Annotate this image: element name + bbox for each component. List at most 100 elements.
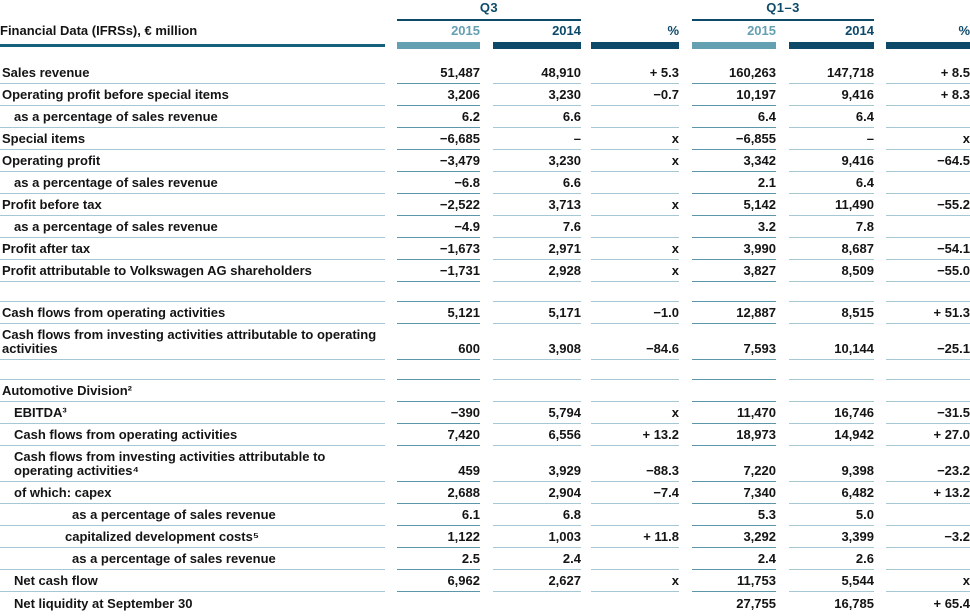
header-bars [0, 42, 970, 49]
value-cell: + 13.2 [591, 424, 679, 446]
value-cell: −84.6 [591, 324, 679, 360]
value-cell: – [789, 128, 874, 150]
value-cell: 3.2 [692, 216, 776, 238]
row-label: as a percentage of sales revenue [0, 216, 385, 238]
row-label: Cash flows from investing activities att… [0, 324, 385, 360]
value-cell: 2,928 [493, 260, 581, 282]
table-row: EBITDA³ −390 5,794 x 11,470 16,746 −31.5 [0, 402, 970, 424]
value-cell: 5.0 [789, 504, 874, 526]
table-row: Cash flows from investing activities att… [0, 446, 970, 482]
value-cell [397, 360, 480, 380]
table-title: Financial Data (IFRSs), € million [0, 23, 198, 38]
value-cell: 16,785 [834, 596, 874, 611]
value-cell [886, 172, 970, 194]
header-bar-q3-2014 [493, 42, 581, 49]
value-cell: 10,144 [789, 324, 874, 360]
table-row: as a percentage of sales revenue 6.2 6.6 6.… [0, 106, 970, 128]
value-cell: −3,479 [397, 150, 480, 172]
table-body: Sales revenue 51,487 48,910 + 5.3 160,263 147… [0, 50, 970, 614]
value-cell: + 65.4 [933, 596, 970, 611]
value-cell: 2.5 [397, 548, 480, 570]
table-row: Profit after tax −1,673 2,971 x 3,990 8,687 −5… [0, 238, 970, 260]
value-cell: 3,908 [493, 324, 581, 360]
value-cell [397, 282, 480, 302]
value-cell: x [591, 150, 679, 172]
value-cell: 11,490 [789, 194, 874, 216]
table-row: Operating profit before special items 3,2… [0, 84, 970, 106]
spacer-row [0, 360, 970, 380]
value-cell: 11,753 [692, 570, 776, 592]
col-header-q3-2015: 2015 [451, 23, 480, 38]
row-label: Net cash flow [0, 570, 385, 592]
header-bar-q3-2015 [397, 42, 480, 49]
value-cell: 2,971 [493, 238, 581, 260]
value-cell: 160,263 [692, 50, 776, 84]
value-cell [789, 282, 874, 302]
value-cell: 6.4 [789, 172, 874, 194]
value-cell: −6.8 [397, 172, 480, 194]
table-row: Automotive Division² [0, 380, 970, 402]
value-cell: 8,687 [789, 238, 874, 260]
row-label: Net liquidity at September 30 [14, 596, 193, 611]
value-cell [591, 106, 679, 128]
value-cell [397, 592, 480, 614]
table-header: Q3 Q1–3 Financial Data (IFRSs), € millio… [0, 0, 970, 50]
value-cell: x [591, 570, 679, 592]
column-header-row: Financial Data (IFRSs), € million 2015 2… [0, 23, 970, 41]
value-cell: 5,142 [692, 194, 776, 216]
value-cell: 3,206 [397, 84, 480, 106]
value-cell: 5,794 [493, 402, 581, 424]
value-cell: 18,973 [692, 424, 776, 446]
value-cell [493, 282, 581, 302]
value-cell: −88.3 [591, 446, 679, 482]
table-row: Profit attributable to Volkswagen AG sha… [0, 260, 970, 282]
spacer-row [0, 282, 970, 302]
value-cell: 5,121 [397, 302, 480, 324]
value-cell: 8,515 [789, 302, 874, 324]
row-label [0, 282, 385, 302]
value-cell: 7,340 [692, 482, 776, 504]
row-label: Profit after tax [0, 238, 385, 260]
row-label: Automotive Division² [0, 380, 385, 402]
row-label: Profit attributable to Volkswagen AG sha… [0, 260, 385, 282]
value-cell: 7.8 [789, 216, 874, 238]
value-cell: 3,713 [493, 194, 581, 216]
value-cell: −54.1 [886, 238, 970, 260]
value-cell: x [886, 128, 970, 150]
row-label: capitalized development costs⁵ [0, 526, 385, 548]
column-group-q3: Q3 [397, 0, 581, 21]
value-cell [692, 282, 776, 302]
value-cell: x [886, 570, 970, 592]
value-cell: 2,627 [493, 570, 581, 592]
table-row: Operating profit −3,479 3,230 x 3,342 9,416 −6… [0, 150, 970, 172]
value-cell [789, 360, 874, 380]
value-cell [493, 360, 581, 380]
value-cell: 3,929 [493, 446, 581, 482]
value-cell [591, 172, 679, 194]
value-cell: −25.1 [886, 324, 970, 360]
value-cell: 6.2 [397, 106, 480, 128]
value-cell: + 11.8 [591, 526, 679, 548]
row-label: as a percentage of sales revenue [0, 548, 385, 570]
table-row: of which: capex 2,688 2,904 −7.4 7,340 6,482 +… [0, 482, 970, 504]
col-header-q13-pct: % [958, 23, 970, 38]
value-cell: −390 [397, 402, 480, 424]
row-label: Profit before tax [0, 194, 385, 216]
value-cell [493, 380, 581, 402]
value-cell: 600 [397, 324, 480, 360]
value-cell [886, 106, 970, 128]
value-cell [397, 380, 480, 402]
value-cell: 5.3 [692, 504, 776, 526]
value-cell: 6.1 [397, 504, 480, 526]
value-cell: −1,731 [397, 260, 480, 282]
table-row: as a percentage of sales revenue 6.1 6.8 5.… [0, 504, 970, 526]
row-label: Special items [0, 128, 385, 150]
value-cell [591, 504, 679, 526]
table-row: Sales revenue 51,487 48,910 + 5.3 160,263 147… [0, 50, 970, 84]
value-cell: x [591, 128, 679, 150]
value-cell [886, 282, 970, 302]
value-cell: 16,746 [789, 402, 874, 424]
value-cell: 3,342 [692, 150, 776, 172]
header-bar-q13-2014 [789, 42, 874, 49]
